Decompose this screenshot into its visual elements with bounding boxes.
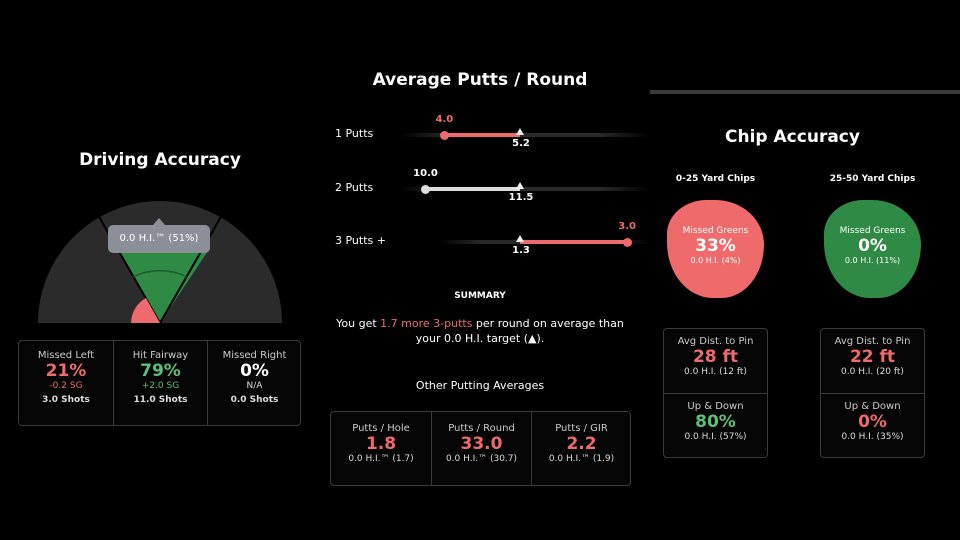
putt-value-dot	[421, 184, 430, 194]
avg-dist-to-pin: Avg Dist. to Pin 28 ft 0.0 H.I. (12 ft)	[664, 329, 767, 394]
putt-fill	[444, 133, 520, 137]
stat-putts-hole: Putts / Hole 1.8 0.0 H.I.™ (1.7)	[331, 412, 431, 485]
putt-target: 11.5	[508, 192, 534, 203]
stat-sub: 0.0 H.I. (12 ft)	[684, 367, 747, 377]
tooltip-text: 0.0 H.I.™ (51%)	[119, 233, 199, 244]
stat-shots: 0.0 Shots	[230, 395, 279, 405]
stat-sub: 0.0 H.I. (20 ft)	[841, 367, 904, 377]
chip-group-title: 0-25 Yard Chips	[675, 174, 756, 184]
stat-label: Up & Down	[844, 401, 901, 412]
putt-value-dot	[439, 130, 449, 140]
other-putting-stats: Putts / Hole 1.8 0.0 H.I.™ (1.7) Putts /…	[330, 411, 631, 486]
putt-fill	[425, 187, 520, 191]
target-marker-icon	[516, 128, 524, 135]
driving-title: Driving Accuracy	[79, 150, 241, 170]
putt-track	[400, 133, 650, 137]
gauge-fairway-wedge	[117, 248, 210, 323]
putt-value-dot	[622, 237, 632, 247]
summary-pre: You get	[336, 317, 381, 330]
stat-value: 2.2	[566, 434, 597, 454]
stat-value: 33.0	[460, 434, 503, 454]
stat-sg: N/A	[246, 381, 263, 391]
stat-sub: 0.0 H.I.™ (30.7)	[445, 454, 518, 464]
up-and-down: Up & Down 0% 0.0 H.I. (35%)	[821, 394, 924, 442]
stat-label: Putts / Round	[448, 423, 515, 434]
blob-value: 0%	[858, 236, 887, 256]
stat-label: Avg Dist. to Pin	[677, 336, 754, 347]
avg-dist-to-pin: Avg Dist. to Pin 22 ft 0.0 H.I. (20 ft)	[821, 329, 924, 394]
putt-row-label: 1 Putts	[335, 127, 374, 140]
stat-label: Putts / Hole	[352, 423, 410, 434]
chip-group-title: 25-50 Yard Chips	[829, 174, 916, 184]
putt-value: 4.0	[435, 114, 454, 125]
putt-value: 10.0	[413, 168, 438, 179]
summary-heading: SUMMARY	[454, 291, 506, 301]
stat-value: 80%	[695, 412, 736, 432]
blob-label: Missed Greens	[682, 226, 749, 236]
putt-target: 1.3	[512, 245, 530, 256]
stat-sg: -0.2 SG	[49, 381, 83, 391]
stat-value: 0%	[858, 412, 887, 432]
blob-value: 33%	[695, 236, 736, 256]
stat-value: 1.8	[365, 434, 397, 454]
missed-greens-blob: Missed Greens 33% 0.0 H.I. (4%)	[667, 200, 764, 298]
stat-missed-left: Missed Left 21% -0.2 SG 3.0 Shots	[19, 341, 113, 425]
stat-sub: 0.0 H.I.™ (1.7)	[348, 454, 414, 464]
top-divider	[650, 90, 960, 94]
stat-value: 28 ft	[692, 347, 739, 367]
stat-sg: +2.0 SG	[141, 381, 180, 391]
blob-sub: 0.0 H.I. (11%)	[844, 256, 901, 265]
gauge-tooltip: 0.0 H.I.™ (51%)	[108, 218, 210, 253]
summary-post: per round on average than your 0.0 H.I. …	[415, 317, 624, 345]
driving-gauge	[38, 201, 282, 324]
summary-text: You get 1.7 more 3-putts per round on av…	[330, 316, 630, 346]
stat-sub: 0.0 H.I.™ (1.9)	[548, 454, 615, 464]
putt-track	[400, 187, 650, 191]
blob-label: Missed Greens	[839, 226, 906, 236]
chip-title: Chip Accuracy	[725, 127, 860, 147]
blob-sub: 0.0 H.I. (4%)	[690, 256, 741, 265]
missed-greens-blob: Missed Greens 0% 0.0 H.I. (11%)	[824, 200, 921, 298]
stat-value: 22 ft	[849, 347, 896, 367]
stat-hit-fairway: Hit Fairway 79% +2.0 SG 11.0 Shots	[113, 341, 207, 425]
stat-missed-right: Missed Right 0% N/A 0.0 Shots	[207, 341, 301, 425]
stat-value: 21%	[45, 361, 87, 381]
up-and-down: Up & Down 80% 0.0 H.I. (57%)	[664, 394, 767, 442]
chip-stats: Avg Dist. to Pin 28 ft 0.0 H.I. (12 ft) …	[663, 328, 768, 458]
stat-label: Hit Fairway	[132, 350, 189, 361]
stat-label: Avg Dist. to Pin	[834, 336, 911, 347]
putts-title: Average Putts / Round	[372, 70, 588, 90]
stat-shots: 11.0 Shots	[133, 395, 188, 405]
stat-label: Up & Down	[687, 401, 744, 412]
stat-sub: 0.0 H.I. (35%)	[841, 432, 904, 442]
stat-putts-round: Putts / Round 33.0 0.0 H.I.™ (30.7)	[431, 412, 531, 485]
putt-row-label: 3 Putts +	[335, 234, 386, 247]
stat-sub: 0.0 H.I. (57%)	[684, 432, 747, 442]
gauge-missed-left	[131, 298, 160, 323]
putt-fill	[520, 240, 628, 244]
stat-label: Missed Left	[37, 350, 95, 361]
other-putting-title: Other Putting Averages	[415, 379, 545, 392]
stat-shots: 3.0 Shots	[42, 395, 90, 405]
stat-putts-gir: Putts / GIR 2.2 0.0 H.I.™ (1.9)	[531, 412, 631, 485]
stat-label: Putts / GIR	[555, 423, 608, 434]
chip-stats: Avg Dist. to Pin 22 ft 0.0 H.I. (20 ft) …	[820, 328, 925, 458]
putt-value: 3.0	[618, 221, 636, 232]
putt-target: 5.2	[512, 138, 530, 149]
stat-value: 0%	[240, 361, 269, 381]
summary-highlight: 1.7 more 3-putts	[380, 317, 473, 330]
putt-row-label: 2 Putts	[335, 181, 374, 194]
target-marker-icon	[516, 182, 524, 189]
target-marker-icon	[516, 235, 524, 242]
driving-stats: Missed Left 21% -0.2 SG 3.0 Shots Hit Fa…	[18, 340, 301, 426]
stat-label: Missed Right	[222, 350, 287, 361]
stat-value: 79%	[140, 361, 181, 381]
